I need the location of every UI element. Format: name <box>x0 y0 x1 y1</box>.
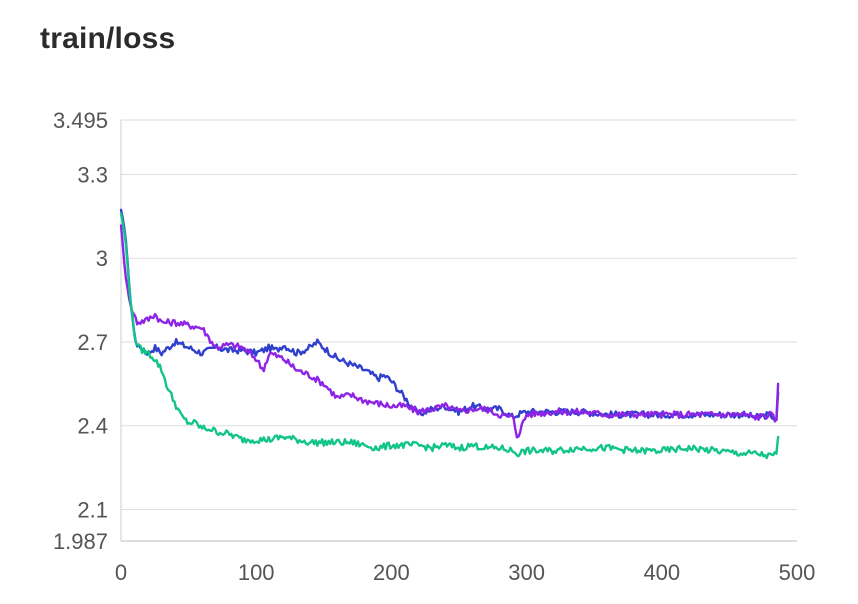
y-tick-label: 1.987 <box>53 529 108 554</box>
y-tick-label: 2.7 <box>77 330 108 355</box>
series-line-2 <box>119 224 780 439</box>
y-tick-label: 3.495 <box>53 108 108 133</box>
y-tick-label: 2.1 <box>77 497 108 522</box>
y-tick-labels: 1.987 2.1 2.4 2.7 3 3.3 3.495 <box>53 108 108 554</box>
series-line-3 <box>119 212 780 460</box>
x-tick-label: 300 <box>508 560 545 585</box>
x-tick-label: 500 <box>779 560 816 585</box>
axes <box>120 120 797 542</box>
x-tick-label: 400 <box>643 560 680 585</box>
y-tick-label: 3.3 <box>77 162 108 187</box>
x-tick-label: 0 <box>115 560 127 585</box>
y-tick-label: 3 <box>96 246 108 271</box>
x-tick-labels: 0 100 200 300 400 500 <box>115 560 815 585</box>
y-tick-label: 2.4 <box>77 414 108 439</box>
series-lines <box>119 208 780 460</box>
grid-lines <box>121 119 797 510</box>
x-tick-label: 200 <box>373 560 410 585</box>
chart-title: train/loss <box>40 22 176 55</box>
series-line-1 <box>119 208 780 422</box>
x-tick-label: 100 <box>238 560 275 585</box>
